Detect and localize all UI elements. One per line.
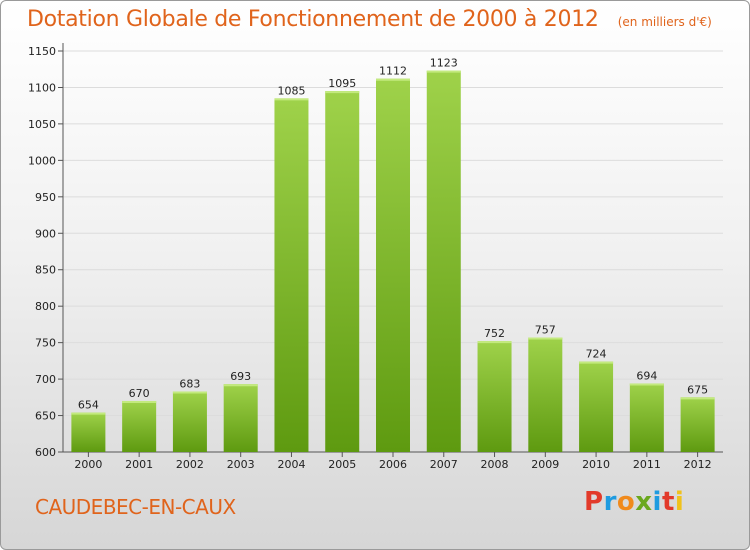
data-label: 1112 <box>379 65 407 78</box>
data-label: 683 <box>179 377 200 390</box>
bar <box>477 341 512 452</box>
bar <box>71 412 106 452</box>
bar <box>579 361 614 452</box>
y-tick-label: 950 <box>35 191 56 204</box>
x-tick-label: 2009 <box>531 458 559 471</box>
data-label: 694 <box>636 369 657 382</box>
logo-letter: t <box>661 487 675 517</box>
y-tick-label: 700 <box>35 373 56 386</box>
logo-letter: i <box>652 487 662 517</box>
y-tick-label: 750 <box>35 337 56 350</box>
bar <box>426 70 461 452</box>
data-label: 670 <box>129 387 150 400</box>
bar <box>680 397 715 452</box>
logo-letter: P <box>584 487 604 517</box>
x-tick-label: 2000 <box>74 458 102 471</box>
y-tick-label: 1050 <box>28 118 56 131</box>
x-tick-label: 2004 <box>277 458 305 471</box>
logo-letter: r <box>603 487 617 517</box>
y-tick-label: 900 <box>35 227 56 240</box>
chart-subtitle: (en milliers d'€) <box>617 15 712 29</box>
proxiti-logo[interactable]: Proxiti <box>584 487 684 517</box>
chart-title-row: Dotation Globale de Fonctionnement de 20… <box>27 7 712 32</box>
bar <box>325 91 360 452</box>
chart-title: Dotation Globale de Fonctionnement de 20… <box>27 7 599 32</box>
bar <box>172 391 207 452</box>
y-tick-label: 1100 <box>28 81 56 94</box>
x-tick-label: 2011 <box>633 458 661 471</box>
data-label: 1123 <box>430 57 458 70</box>
x-tick-label: 2003 <box>227 458 255 471</box>
bar <box>274 98 309 453</box>
place-name: CAUDEBEC-EN-CAUX <box>35 495 236 519</box>
x-tick-label: 2010 <box>582 458 610 471</box>
y-tick-label: 850 <box>35 264 56 277</box>
x-tick-label: 2006 <box>379 458 407 471</box>
labels: 600 650 700 750 800 850 900 950 1000 1050 1100 1150… <box>28 45 712 471</box>
data-label: 693 <box>230 370 251 383</box>
x-tick-label: 2008 <box>481 458 509 471</box>
logo-letter: x <box>635 487 653 517</box>
data-label: 1085 <box>277 84 305 97</box>
bar <box>629 383 664 452</box>
data-label: 1095 <box>328 77 356 90</box>
y-tick-label: 1150 <box>28 45 56 58</box>
x-tick-label: 2012 <box>684 458 712 471</box>
x-tick-label: 2005 <box>328 458 356 471</box>
bar <box>223 384 258 452</box>
data-label: 757 <box>535 324 556 337</box>
bar <box>528 337 563 452</box>
data-label: 752 <box>484 327 505 340</box>
y-tick-label: 1000 <box>28 154 56 167</box>
logo-letter: o <box>616 487 636 517</box>
x-tick-label: 2007 <box>430 458 458 471</box>
x-tick-label: 2002 <box>176 458 204 471</box>
y-tick-label: 800 <box>35 300 56 313</box>
bars <box>71 70 715 453</box>
bar <box>376 78 410 453</box>
data-label: 724 <box>586 348 607 361</box>
data-label: 654 <box>78 399 99 412</box>
y-tick-label: 600 <box>35 446 56 459</box>
bar <box>122 400 157 452</box>
x-tick-label: 2001 <box>125 458 153 471</box>
data-label: 675 <box>687 383 708 396</box>
logo-letter: i <box>674 487 685 517</box>
y-tick-label: 650 <box>35 410 56 423</box>
